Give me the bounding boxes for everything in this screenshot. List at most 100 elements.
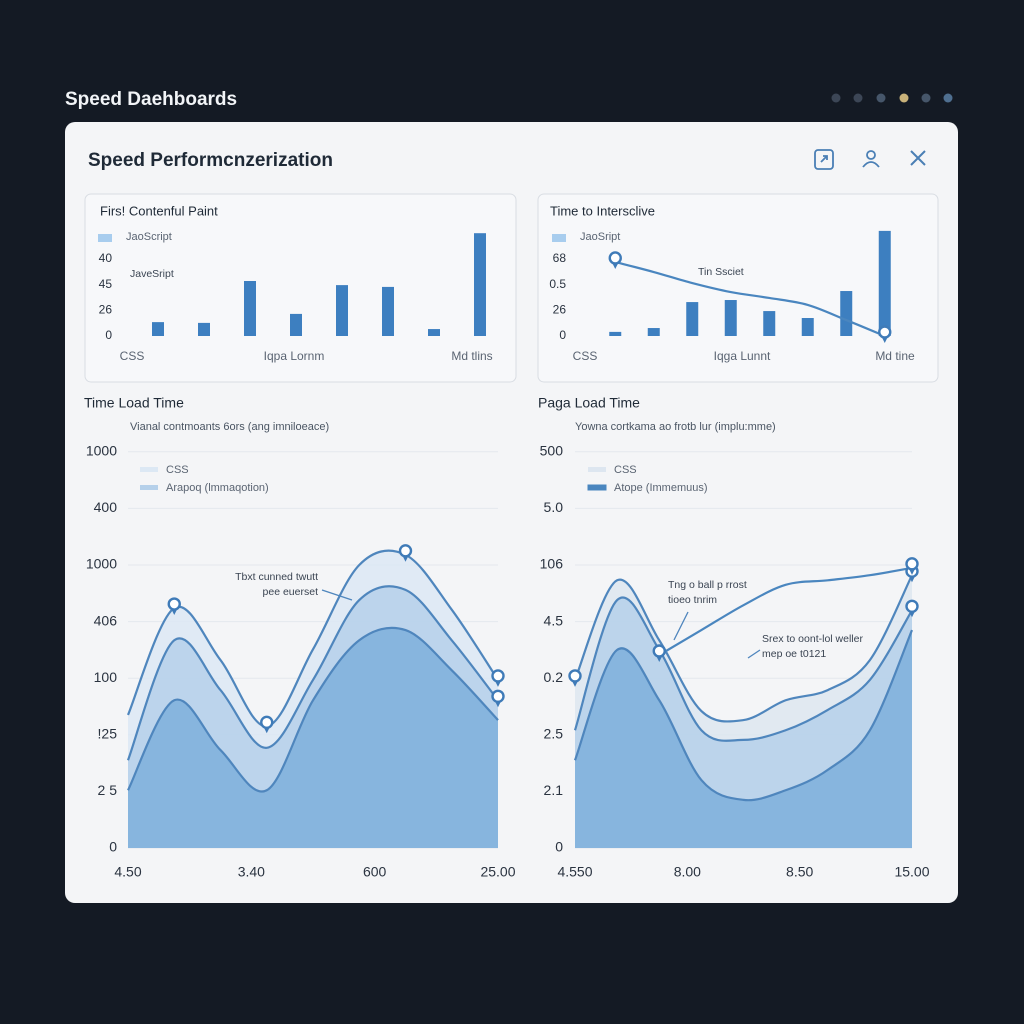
y-tick-label: 400 (94, 499, 118, 515)
y-tick-label: 68 (553, 251, 567, 265)
dot[interactable] (921, 93, 931, 103)
dot[interactable] (899, 93, 909, 103)
dot[interactable] (943, 93, 953, 103)
y-tick-label: !25 (98, 726, 118, 742)
chart-subtitle: Vianal contmoants 6ors (ang imniloeace) (130, 421, 329, 433)
annotation-pointer (673, 611, 689, 641)
legend-swatch (140, 467, 158, 472)
x-tick-label: Md tlins (451, 349, 492, 363)
y-tick-label: 5.0 (544, 499, 564, 515)
bar (686, 302, 699, 336)
line (658, 566, 913, 656)
legend-label: Atope (Immemuus) (614, 482, 708, 494)
marker (608, 251, 622, 265)
bar (647, 328, 660, 336)
bar (609, 331, 622, 336)
bar (336, 285, 348, 336)
bar (152, 322, 164, 336)
x-tick-label: Iqga Lunnt (714, 349, 771, 363)
bar (724, 300, 737, 336)
x-tick-label: 3.40 (238, 864, 265, 880)
y-tick-label: 4.5 (544, 612, 564, 628)
legend-label: CSS (614, 464, 637, 476)
area-line (126, 585, 499, 761)
area-line (573, 574, 913, 723)
bar (763, 311, 776, 336)
area-line (573, 629, 914, 802)
chart-subtitle: Yowna cortkama ao frotb lur (implu:mme) (575, 421, 776, 433)
y-tick-label: 0.2 (544, 669, 564, 685)
x-tick-label: 25.00 (480, 864, 515, 880)
y-tick-label: 500 (540, 443, 564, 459)
y-tick-label: 100 (94, 669, 118, 685)
legend-swatch (552, 234, 566, 242)
icon-user[interactable] (862, 150, 880, 168)
dot[interactable] (831, 93, 841, 103)
bar (801, 318, 814, 336)
legend-swatch (587, 484, 607, 491)
legend-label: JaoScript (126, 231, 172, 243)
y-tick-label: 0 (105, 328, 112, 342)
y-tick-label: 406 (94, 612, 118, 628)
annotation: Tbxt cunned twutt (235, 571, 318, 583)
marker (905, 557, 919, 571)
x-tick-label: Iqpa Lornm (264, 349, 325, 363)
panel-title: Speed Performcnzerization (88, 150, 333, 171)
marker (652, 644, 666, 658)
y-tick-label: 40 (99, 251, 113, 265)
y-tick-label: 0 (559, 328, 566, 342)
marker (905, 599, 919, 613)
marker (398, 544, 413, 558)
marker (491, 669, 505, 683)
y-tick-label: 0 (109, 839, 117, 855)
chart-title: Time Load Time (84, 395, 184, 411)
annotation: tioeo tnrim (668, 594, 717, 606)
bar (290, 313, 302, 336)
marker (878, 325, 892, 339)
dot[interactable] (876, 93, 886, 103)
area-line (573, 596, 913, 742)
line (614, 260, 886, 338)
marker (167, 597, 181, 611)
legend-swatch (98, 234, 112, 242)
marker (260, 715, 274, 730)
icon-close[interactable] (910, 150, 926, 166)
bar (878, 230, 891, 336)
y-tick-label: 2.5 (544, 726, 564, 742)
bar (428, 329, 440, 336)
chart-card (537, 193, 939, 383)
annotation: Tng o ball p rrost (668, 579, 747, 591)
area (128, 627, 498, 848)
annotation: JaveSript (130, 268, 174, 280)
annotation: Srex to oont-lol weller (762, 633, 863, 645)
y-tick-label: 2 5 (98, 782, 118, 798)
bar (198, 322, 210, 336)
annotation: pee euerset (263, 586, 319, 598)
icon-export[interactable] (814, 149, 834, 170)
y-tick-label: 1000 (86, 443, 117, 459)
bar (840, 291, 853, 336)
x-tick-label: 4.50 (114, 864, 141, 880)
annotation-pointer (321, 589, 353, 601)
chart-title: Paga Load Time (538, 395, 640, 411)
y-tick-label: 1000 (86, 556, 117, 572)
legend-label: JaoSript (580, 231, 620, 243)
page-dots (831, 93, 953, 103)
y-tick-label: 2.1 (544, 782, 564, 798)
annotation: Tin Ssciet (698, 266, 744, 278)
x-tick-label: CSS (120, 349, 145, 363)
area (575, 630, 912, 848)
bar (474, 233, 486, 336)
legend-label: Arapoq (lmmaqotion) (166, 482, 269, 494)
y-tick-label: 106 (540, 556, 564, 572)
dot[interactable] (853, 93, 863, 103)
x-tick-label: 600 (363, 864, 387, 880)
chart-card (84, 193, 517, 383)
y-tick-label: 0.5 (549, 277, 566, 291)
legend-swatch (588, 467, 606, 472)
x-tick-label: CSS (573, 349, 598, 363)
x-tick-label: 4.550 (557, 864, 592, 880)
marker (491, 689, 505, 703)
